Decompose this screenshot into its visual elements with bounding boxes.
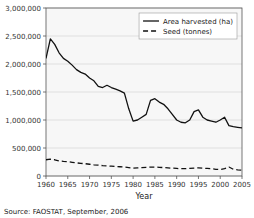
series-lines — [46, 39, 242, 170]
legend-box — [139, 13, 237, 39]
source-note: Source: FAOSTAT, September, 2006 — [4, 208, 129, 216]
y-tick — [43, 176, 46, 177]
x-tick-label: 1975 — [102, 181, 120, 189]
grid-line — [46, 92, 242, 93]
x-tick-label: 1965 — [59, 181, 77, 189]
series-line — [46, 39, 242, 128]
y-tick-label: 2,500,000 — [5, 33, 41, 41]
y-tick — [43, 148, 46, 149]
legend-swatch — [143, 30, 159, 31]
legend-label: Area harvested (ha) — [163, 18, 233, 26]
legend: Area harvested (ha) Seed (tonnes) — [139, 13, 237, 39]
y-tick-label: 500,000 — [12, 145, 41, 153]
x-tick — [176, 176, 177, 179]
x-tick-label: 1990 — [168, 181, 186, 189]
x-tick — [198, 176, 199, 179]
legend-label: Seed (tonnes) — [163, 28, 212, 36]
x-tick-label: 1980 — [124, 181, 142, 189]
y-tick — [43, 8, 46, 9]
x-tick — [133, 176, 134, 179]
y-axis: 0 500,000 1,000,000 1,500,000 2,000,000 2,500… — [5, 5, 242, 181]
chart: 0 500,000 1,000,000 1,500,000 2,000,000 2,500… — [0, 0, 254, 218]
y-tick-label: 2,000,000 — [5, 61, 41, 69]
x-tick — [220, 176, 221, 179]
x-tick-label: 1985 — [146, 181, 164, 189]
grid-line — [46, 64, 242, 65]
x-tick-label: 1960 — [37, 181, 55, 189]
x-tick — [111, 176, 112, 179]
grid-line — [46, 120, 242, 121]
grid-line — [46, 148, 242, 149]
y-tick — [43, 120, 46, 121]
x-tick — [242, 176, 243, 179]
y-tick — [43, 36, 46, 37]
legend-swatch — [143, 20, 159, 21]
x-tick — [46, 176, 47, 179]
x-axis: 1960 1965 19701975 1980 1985 1990 19952000 2005 — [37, 176, 251, 189]
x-tick-label: 1970 — [81, 181, 99, 189]
x-tick-label: 2000 — [211, 181, 229, 189]
plot-area — [46, 8, 242, 176]
plot-frame — [46, 8, 242, 176]
y-tick-label: 1,000,000 — [5, 117, 41, 125]
x-tick — [67, 176, 68, 179]
y-tick-label: 3,000,000 — [5, 5, 41, 13]
y-tick-label: 1,500,000 — [5, 89, 41, 97]
y-tick-label: 0 — [37, 173, 41, 181]
x-tick — [154, 176, 155, 179]
y-tick — [43, 92, 46, 93]
x-axis-label: Year — [135, 192, 154, 201]
x-tick-label: 1995 — [190, 181, 208, 189]
y-tick — [43, 64, 46, 65]
x-tick-label: 2005 — [233, 181, 251, 189]
x-tick — [89, 176, 90, 179]
series-line — [46, 159, 242, 170]
